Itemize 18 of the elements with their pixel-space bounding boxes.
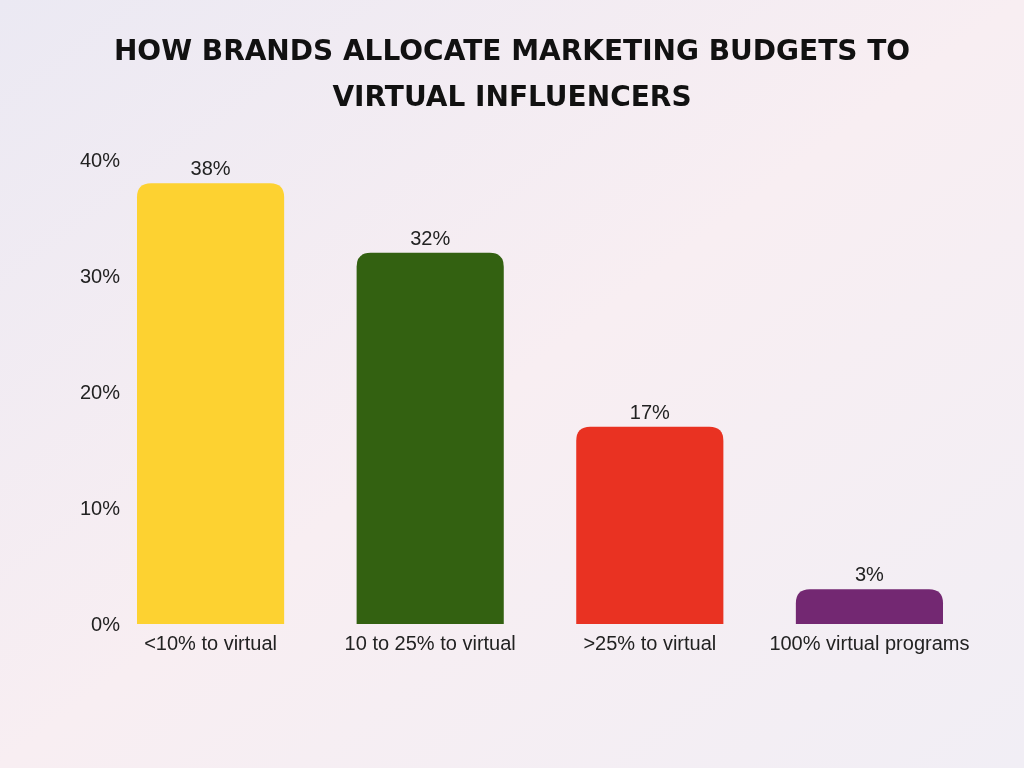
x-tick-label: 10 to 25% to virtual xyxy=(344,632,516,654)
chart-title: HOW BRANDS ALLOCATE MARKETING BUDGETS TO VIRTUAL INFLUENCERS xyxy=(113,34,911,113)
y-tick-label: 40% xyxy=(79,149,121,171)
bar xyxy=(576,426,724,624)
y-tick-label: 20% xyxy=(79,381,121,403)
x-tick-label: 100% virtual programs xyxy=(769,632,970,654)
x-tick-label: <10% to virtual xyxy=(144,632,277,654)
data-label: 32% xyxy=(410,226,451,249)
data-label: 17% xyxy=(629,400,671,423)
data-label: 38% xyxy=(190,157,231,180)
bar xyxy=(137,183,285,624)
y-tick-label: 30% xyxy=(79,265,121,287)
y-tick-label: 10% xyxy=(79,497,121,519)
x-tick-label: >25% to virtual xyxy=(583,632,717,654)
data-label: 3% xyxy=(854,563,885,586)
bar xyxy=(795,589,943,624)
bar xyxy=(356,252,504,624)
y-tick-label: 0% xyxy=(91,613,121,635)
